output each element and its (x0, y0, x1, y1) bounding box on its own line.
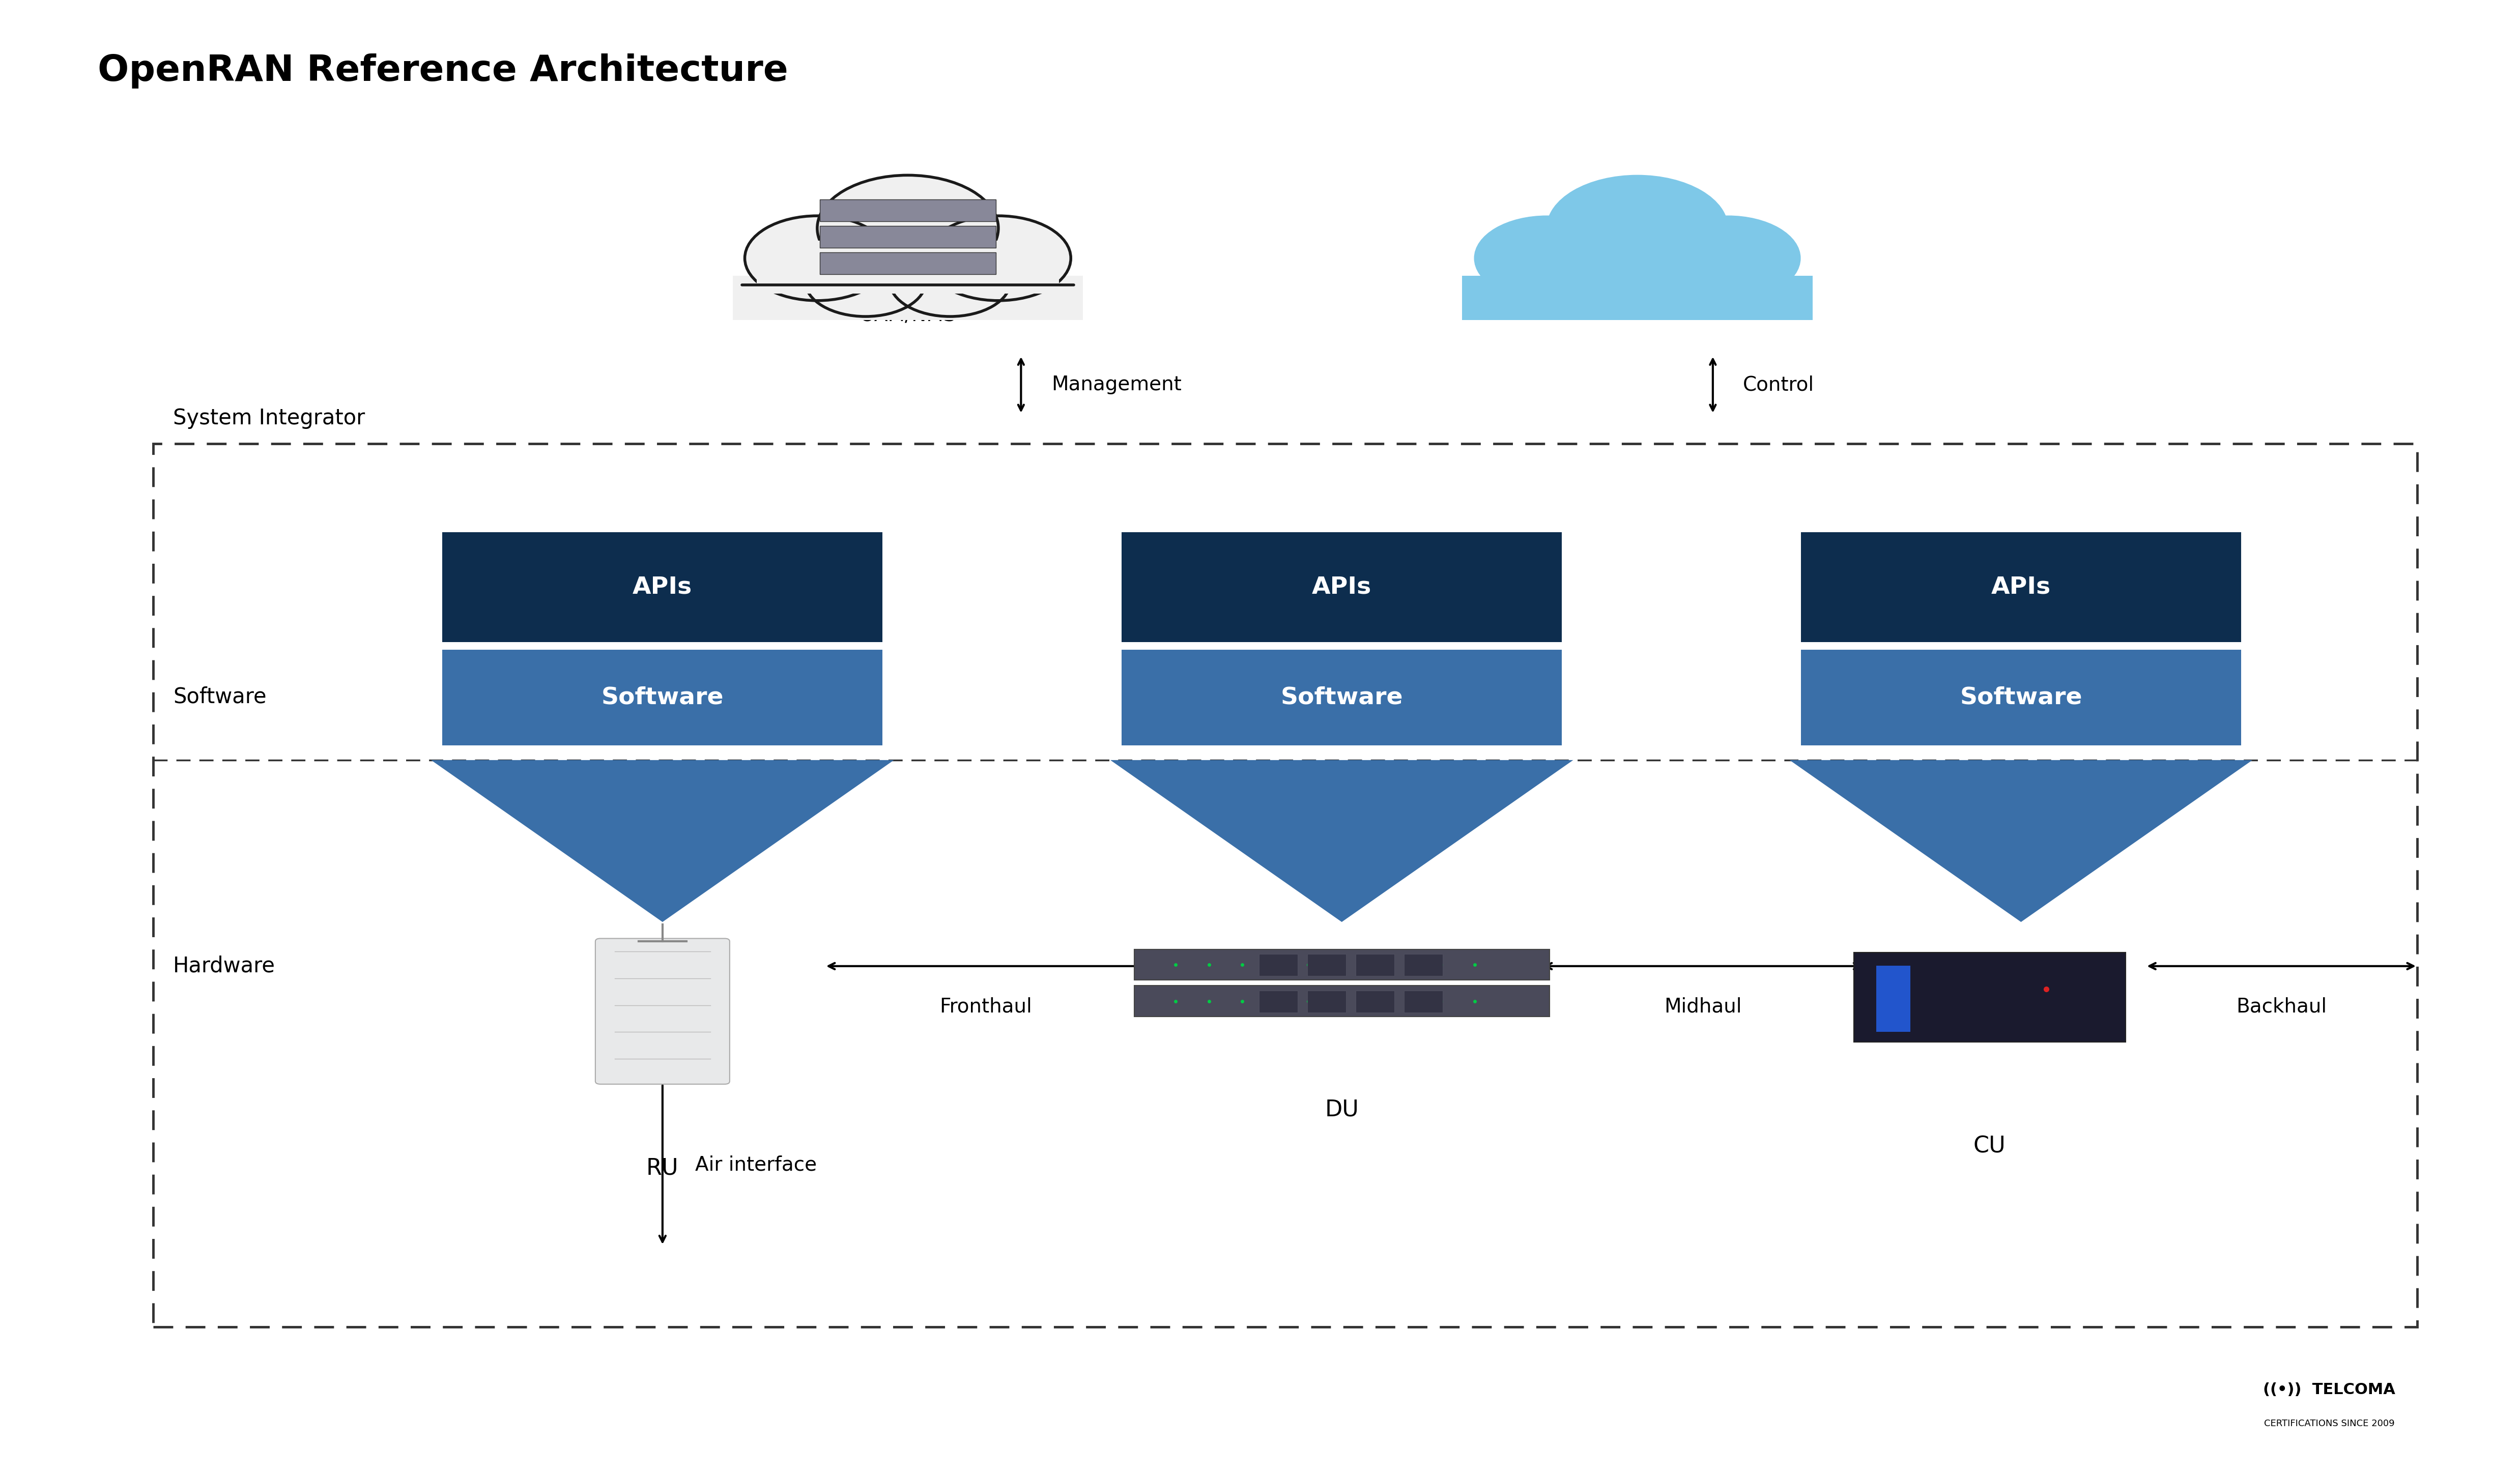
Bar (1260, 953, 1298, 976)
FancyBboxPatch shape (819, 226, 995, 248)
Text: Software: Software (174, 686, 267, 707)
FancyBboxPatch shape (1134, 986, 1550, 1017)
Circle shape (1656, 215, 1799, 301)
Bar (1260, 990, 1298, 1013)
Text: Air interface: Air interface (696, 1156, 816, 1175)
FancyBboxPatch shape (444, 649, 882, 745)
Text: Software: Software (602, 686, 723, 708)
FancyBboxPatch shape (819, 252, 995, 275)
Text: AI/ML Apps: AI/ML Apps (1570, 249, 1704, 270)
Bar (1404, 990, 1444, 1013)
Text: DU: DU (1326, 1098, 1358, 1120)
Text: System Integrator: System Integrator (174, 407, 365, 430)
Bar (1877, 965, 1910, 1032)
Text: OpenRAN Reference Architecture: OpenRAN Reference Architecture (98, 53, 789, 89)
Circle shape (746, 215, 890, 301)
Text: Midhaul: Midhaul (1663, 996, 1741, 1017)
Text: Fronthaul: Fronthaul (940, 996, 1033, 1017)
Text: ((•))  TELCOMA: ((•)) TELCOMA (2263, 1383, 2397, 1398)
Text: RU: RU (645, 1157, 678, 1179)
Bar (1308, 990, 1346, 1013)
FancyBboxPatch shape (1855, 952, 2124, 1042)
Text: Control: Control (1744, 375, 1814, 394)
Bar (1404, 953, 1444, 976)
Text: Backhaul: Backhaul (2235, 996, 2326, 1017)
Polygon shape (1111, 760, 1572, 922)
Polygon shape (431, 760, 895, 922)
Text: Management: Management (1051, 375, 1182, 394)
Circle shape (1474, 215, 1620, 301)
Bar (1356, 990, 1394, 1013)
FancyBboxPatch shape (1802, 649, 2240, 745)
FancyBboxPatch shape (1134, 949, 1550, 980)
Bar (1462, 276, 1812, 320)
Circle shape (806, 246, 925, 316)
Text: APIs: APIs (1991, 576, 2051, 599)
Text: Hardware: Hardware (174, 955, 275, 977)
Circle shape (925, 215, 1071, 301)
Bar (1487, 241, 1789, 294)
Circle shape (1620, 246, 1739, 316)
Circle shape (816, 176, 998, 280)
FancyBboxPatch shape (595, 939, 731, 1085)
FancyBboxPatch shape (1802, 531, 2240, 642)
Text: Software: Software (1961, 686, 2082, 708)
FancyBboxPatch shape (444, 531, 882, 642)
Bar (733, 276, 1084, 320)
FancyBboxPatch shape (819, 199, 995, 221)
FancyBboxPatch shape (1121, 531, 1562, 642)
Text: APIs: APIs (1313, 576, 1371, 599)
Text: CU: CU (1973, 1135, 2006, 1157)
Circle shape (1547, 176, 1729, 280)
Bar (756, 241, 1058, 294)
Circle shape (1535, 246, 1656, 316)
Polygon shape (1789, 760, 2253, 922)
Bar (1356, 953, 1394, 976)
Text: OAM/NMS: OAM/NMS (859, 306, 955, 325)
Circle shape (890, 246, 1011, 316)
Text: Software: Software (1280, 686, 1404, 708)
Text: CERTIFICATIONS SINCE 2009: CERTIFICATIONS SINCE 2009 (2263, 1420, 2394, 1429)
FancyBboxPatch shape (1121, 649, 1562, 745)
Text: APIs: APIs (633, 576, 693, 599)
Bar (1308, 953, 1346, 976)
